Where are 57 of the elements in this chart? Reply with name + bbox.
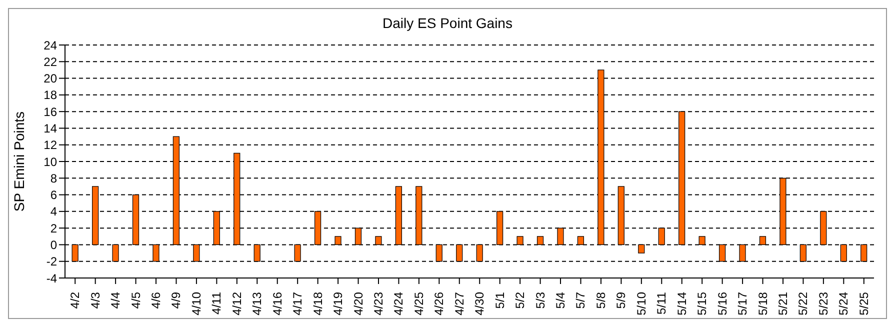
y-tick-label: 16: [44, 104, 58, 119]
x-tick-label: 4/4: [108, 292, 123, 309]
x-tick-label: 4/13: [250, 292, 264, 316]
x-tick-label: 5/1: [492, 292, 507, 309]
x-tick-label: 4/9: [169, 292, 184, 309]
y-tick-label: 0: [50, 238, 58, 252]
x-tick-label: 4/18: [310, 292, 325, 316]
x-tick-label: 5/22: [796, 292, 810, 316]
x-tick-label: 4/20: [351, 292, 366, 316]
x-tick-label: 4/12: [230, 292, 244, 316]
y-tick-label: 2: [50, 221, 58, 236]
x-tick-label: 5/24: [836, 292, 851, 316]
x-tick-label: 5/3: [533, 292, 548, 309]
x-tick-label: 5/4: [554, 292, 568, 309]
x-tick-label: 5/25: [856, 292, 871, 316]
x-tick-label: 5/18: [756, 292, 770, 316]
x-tick-label: 4/5: [128, 292, 143, 309]
x-tick-label: 4/26: [432, 292, 446, 316]
y-tick-label: 22: [44, 54, 58, 69]
y-tick-label: 12: [44, 138, 58, 152]
x-tick-label: 5/15: [695, 292, 710, 316]
x-tick-label: 4/3: [88, 292, 102, 309]
x-tick-label: 5/14: [674, 292, 689, 316]
y-tick-label: -4: [46, 271, 58, 286]
x-tick-label: 5/8: [594, 292, 608, 309]
x-tick-label: 5/17: [736, 292, 750, 316]
x-tick-label: 4/23: [371, 292, 386, 316]
x-tick-label: 4/2: [68, 292, 82, 309]
x-tick-label: 4/11: [210, 292, 224, 314]
x-tick-label: 5/11: [654, 292, 669, 314]
y-tick-label: 18: [44, 88, 58, 102]
x-tick-label: 4/16: [270, 292, 284, 316]
chart-title: Daily ES Point Gains: [382, 15, 514, 33]
x-tick-label: 5/21: [776, 292, 790, 316]
x-tick-label: 4/6: [149, 292, 164, 309]
y-tick-label: -2: [46, 254, 58, 269]
x-tick-label: 4/27: [452, 292, 466, 316]
x-tick-label: 5/16: [715, 292, 730, 316]
x-tick-label: 4/17: [290, 292, 305, 316]
y-axis-title: SP Emini Points: [10, 111, 27, 212]
x-tick-label: 5/23: [816, 292, 830, 316]
y-tick-label: 14: [44, 121, 58, 136]
y-tick-label: 24: [44, 38, 58, 52]
y-tick-label: 20: [44, 72, 58, 86]
x-tick-label: 5/7: [574, 292, 588, 309]
y-tick-label: 8: [50, 171, 58, 186]
x-tick-label: 5/10: [634, 292, 648, 316]
x-tick-label: 4/19: [331, 292, 346, 316]
x-tick-label: 5/2: [513, 292, 528, 309]
x-tick-label: 4/30: [472, 292, 487, 316]
y-tick-label: 6: [50, 188, 58, 202]
x-tick-label: 4/25: [412, 292, 426, 316]
y-tick-label: 10: [44, 154, 58, 169]
x-tick-label: 4/24: [392, 292, 406, 316]
x-tick-label: 5/9: [614, 292, 628, 309]
y-tick-label: 4: [50, 204, 58, 219]
x-tick-label: 4/10: [189, 292, 204, 316]
